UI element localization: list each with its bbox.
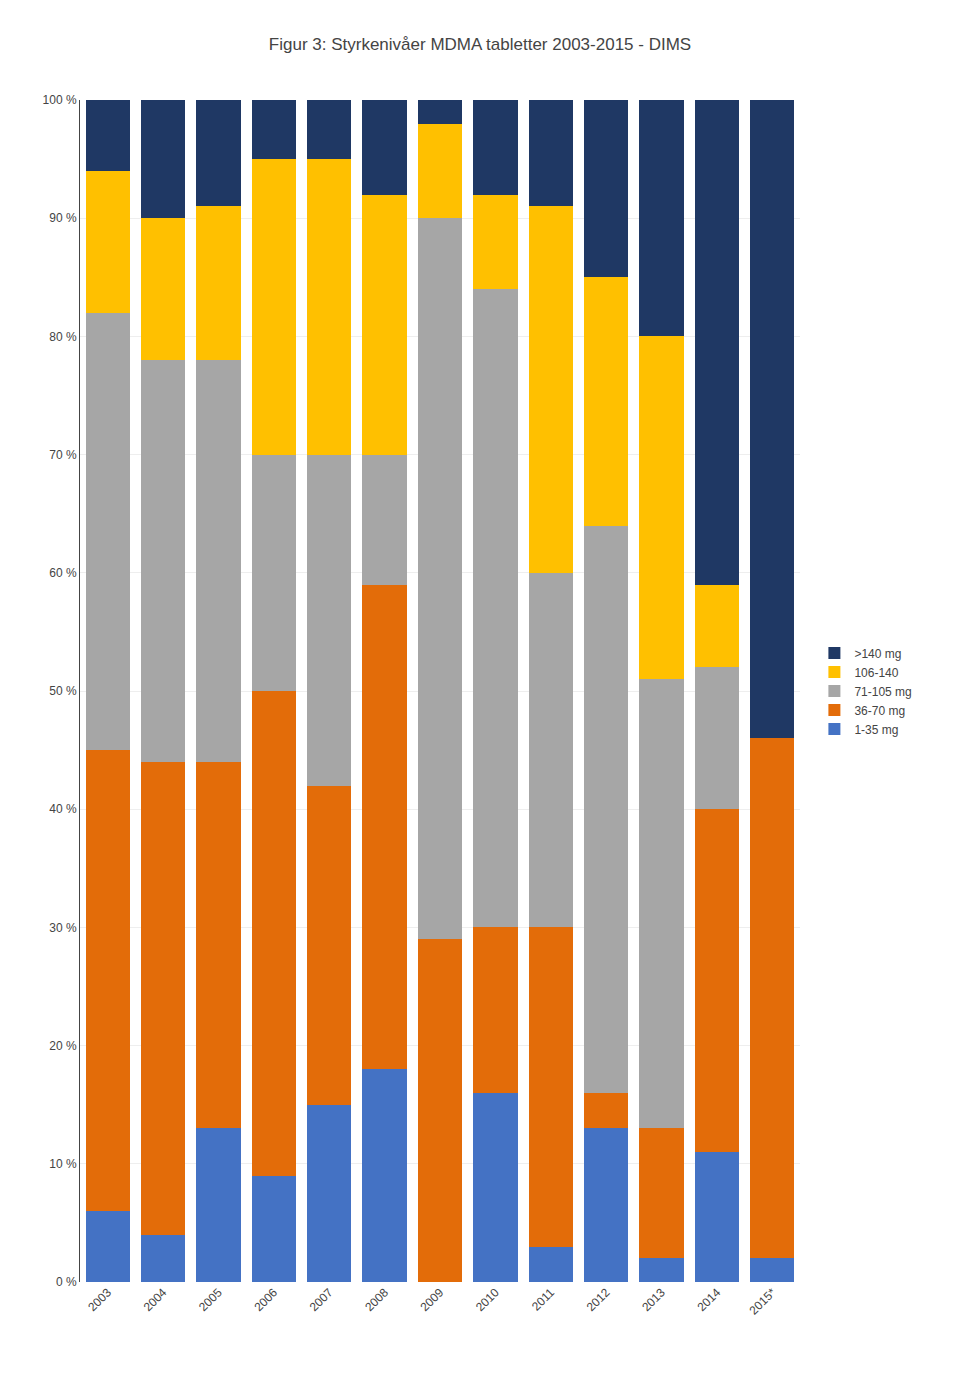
svg-text:36-70 mg: 36-70 mg <box>854 704 905 718</box>
svg-text:2006: 2006 <box>251 1285 280 1314</box>
svg-text:2005: 2005 <box>196 1285 225 1314</box>
svg-text:80 %: 80 % <box>49 330 77 344</box>
svg-text:40 %: 40 % <box>49 802 77 816</box>
svg-text:2008: 2008 <box>362 1285 391 1314</box>
svg-text:2004: 2004 <box>141 1285 170 1314</box>
svg-text:2015*: 2015* <box>747 1285 779 1317</box>
svg-text:30 %: 30 % <box>49 921 77 935</box>
svg-text:2011: 2011 <box>529 1285 557 1313</box>
svg-text:>140 mg: >140 mg <box>854 647 901 661</box>
svg-text:100 %: 100 % <box>43 93 77 107</box>
svg-text:70 %: 70 % <box>49 448 77 462</box>
svg-text:71-105 mg: 71-105 mg <box>854 685 911 699</box>
svg-text:90 %: 90 % <box>49 211 77 225</box>
svg-text:0 %: 0 % <box>56 1275 77 1289</box>
svg-text:10 %: 10 % <box>49 1157 77 1171</box>
svg-text:2014: 2014 <box>695 1285 724 1314</box>
svg-text:2007: 2007 <box>307 1285 336 1314</box>
svg-text:60 %: 60 % <box>49 566 77 580</box>
svg-text:2012: 2012 <box>584 1285 613 1314</box>
svg-text:2003: 2003 <box>85 1285 114 1314</box>
svg-text:Figur 3: Styrkenivåer MDMA tab: Figur 3: Styrkenivåer MDMA tabletter 200… <box>269 35 691 54</box>
svg-text:1-35 mg: 1-35 mg <box>854 723 898 737</box>
svg-text:2013: 2013 <box>639 1285 668 1314</box>
svg-text:2010: 2010 <box>473 1285 502 1314</box>
svg-text:106-140: 106-140 <box>854 666 898 680</box>
svg-text:2009: 2009 <box>418 1285 447 1314</box>
svg-text:20 %: 20 % <box>49 1039 77 1053</box>
svg-text:50 %: 50 % <box>49 684 77 698</box>
